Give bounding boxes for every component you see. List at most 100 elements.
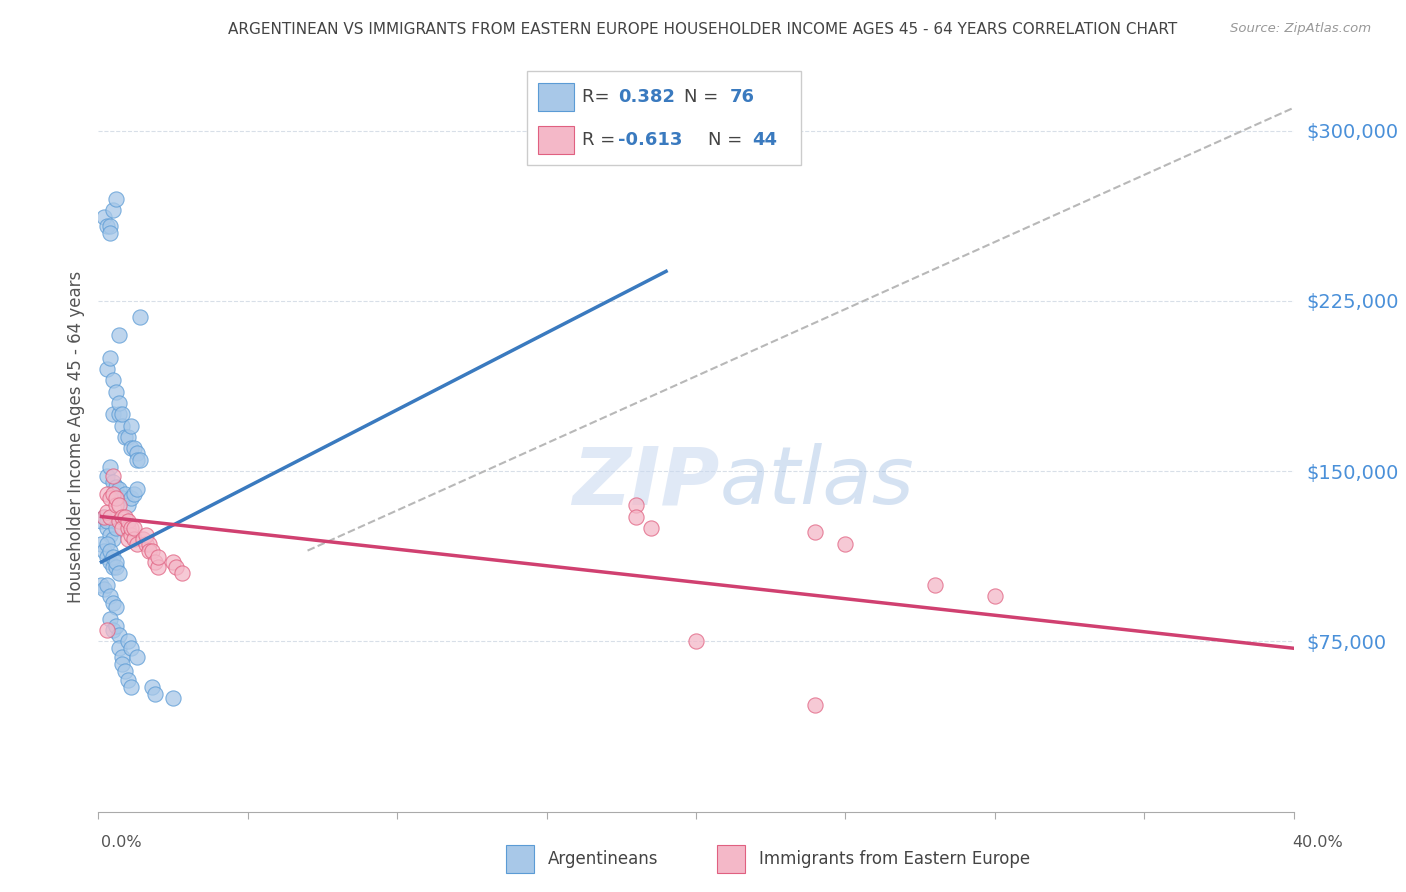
Point xyxy=(93,509,115,524)
Point xyxy=(96,550,118,565)
Point xyxy=(626,498,648,512)
Point xyxy=(120,527,142,541)
Bar xyxy=(538,126,574,153)
Point xyxy=(96,521,118,535)
FancyBboxPatch shape xyxy=(527,71,801,165)
Point xyxy=(924,577,946,591)
Y-axis label: Householder Income Ages 45 - 64 years: Householder Income Ages 45 - 64 years xyxy=(66,271,84,603)
Point xyxy=(143,555,166,569)
Point xyxy=(105,192,128,206)
Text: ARGENTINEAN VS IMMIGRANTS FROM EASTERN EUROPE HOUSEHOLDER INCOME AGES 45 - 64 YE: ARGENTINEAN VS IMMIGRANTS FROM EASTERN E… xyxy=(228,22,1178,37)
Text: atlas: atlas xyxy=(720,443,915,521)
Point xyxy=(127,452,149,467)
Point xyxy=(105,480,128,494)
Point xyxy=(108,396,131,410)
Point xyxy=(103,487,125,501)
Text: N =: N = xyxy=(709,131,748,149)
Point xyxy=(984,589,1007,603)
Point xyxy=(124,521,146,535)
Point xyxy=(135,537,157,551)
Point xyxy=(108,627,131,641)
Point xyxy=(96,577,118,591)
Text: Source: ZipAtlas.com: Source: ZipAtlas.com xyxy=(1230,22,1371,36)
Point xyxy=(114,430,136,444)
Point xyxy=(98,459,122,474)
Text: 0.382: 0.382 xyxy=(617,87,675,105)
Point xyxy=(93,509,115,524)
Point xyxy=(103,550,125,565)
Text: R=: R= xyxy=(582,87,616,105)
Text: N =: N = xyxy=(683,87,724,105)
Point xyxy=(114,509,136,524)
Point xyxy=(135,527,157,541)
Point xyxy=(127,483,149,497)
Text: 44: 44 xyxy=(752,131,778,149)
Point xyxy=(108,483,131,497)
Point xyxy=(105,384,128,399)
Point xyxy=(96,537,118,551)
Point xyxy=(804,698,827,712)
Point xyxy=(117,514,139,528)
Point xyxy=(90,577,112,591)
Text: Immigrants from Eastern Europe: Immigrants from Eastern Europe xyxy=(759,849,1031,868)
Point xyxy=(98,219,122,233)
Point xyxy=(165,559,187,574)
Point xyxy=(148,559,170,574)
Point xyxy=(626,509,648,524)
Point xyxy=(105,559,128,574)
Bar xyxy=(717,845,745,872)
Point xyxy=(98,351,122,365)
Point xyxy=(141,543,163,558)
Point xyxy=(90,537,112,551)
Point xyxy=(98,491,122,506)
Text: R =: R = xyxy=(582,131,621,149)
Point xyxy=(132,533,155,547)
Point xyxy=(114,664,136,678)
Point xyxy=(90,514,112,528)
Point xyxy=(117,521,139,535)
Point xyxy=(162,691,184,706)
Point xyxy=(117,673,139,687)
Point xyxy=(111,418,134,433)
Point xyxy=(111,408,134,422)
Point xyxy=(98,543,122,558)
Point xyxy=(120,418,142,433)
Point xyxy=(105,498,128,512)
Text: -0.613: -0.613 xyxy=(617,131,682,149)
Point xyxy=(108,408,131,422)
Point xyxy=(96,219,118,233)
Point xyxy=(117,498,139,512)
Point xyxy=(93,210,115,224)
Point xyxy=(98,527,122,541)
Point xyxy=(108,566,131,581)
Point xyxy=(98,509,122,524)
Point xyxy=(108,498,131,512)
Point xyxy=(103,596,125,610)
Point xyxy=(103,373,125,387)
Point xyxy=(120,680,142,694)
Point xyxy=(120,641,142,656)
Point xyxy=(129,452,152,467)
Point xyxy=(98,612,122,626)
Point xyxy=(103,468,125,483)
Point xyxy=(105,618,128,632)
Point xyxy=(111,509,134,524)
Point xyxy=(143,687,166,701)
Point xyxy=(141,680,163,694)
Point xyxy=(685,634,707,648)
Point xyxy=(98,555,122,569)
Text: 0.0%: 0.0% xyxy=(101,836,142,850)
Point xyxy=(138,537,160,551)
Point xyxy=(162,555,184,569)
Point xyxy=(120,521,142,535)
Point xyxy=(804,525,827,540)
Point xyxy=(172,566,194,581)
Point xyxy=(103,623,125,637)
Point xyxy=(117,430,139,444)
Point xyxy=(111,491,134,506)
Point xyxy=(124,442,146,456)
Point xyxy=(127,446,149,460)
Point xyxy=(124,533,146,547)
Point xyxy=(103,533,125,547)
Text: 76: 76 xyxy=(730,87,755,105)
